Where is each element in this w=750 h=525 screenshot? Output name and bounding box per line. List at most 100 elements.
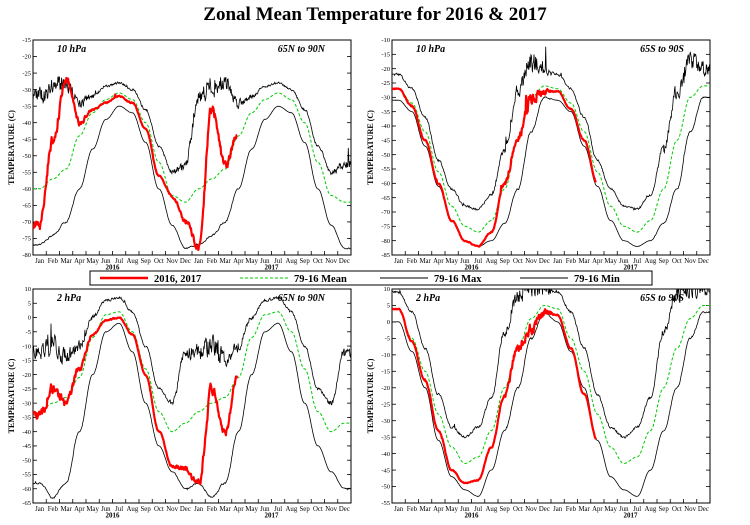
month-label: Oct [313,506,323,513]
month-label: Nov [325,506,337,513]
month-label: Apr [74,258,85,265]
max-line [392,46,710,211]
series-group [33,295,351,499]
month-label: Mar [578,258,590,265]
month-label: Jul [474,258,482,265]
max-line [392,289,710,439]
month-label: Sep [659,506,670,513]
y-tick-label: -25 [22,70,31,77]
month-label: May [86,258,99,265]
month-label: Jun [460,258,470,265]
y-tick-label: 5 [28,300,31,307]
month-label: Mar [219,258,231,265]
month-label: Oct [513,506,523,513]
region-label: 65S to 90S [640,293,684,304]
month-label: Feb [407,506,418,513]
y-tick-label: -55 [22,170,31,177]
y-tick-label: 0 [28,315,31,322]
month-label: Oct [313,258,323,265]
y-tick-label: -10 [381,352,390,359]
observed-line [392,87,597,248]
month-label: Sep [500,258,511,265]
y-tick-label: -35 [22,415,31,422]
max-line [33,76,351,176]
year-label: 2017 [624,512,639,520]
month-label: Oct [672,258,682,265]
month-label: Apr [433,258,444,265]
y-tick-label: -25 [381,80,390,87]
month-label: Nov [684,506,696,513]
month-label: Oct [513,258,523,265]
series-group [33,76,351,251]
month-label: Dec [539,258,550,265]
y-tick-label: -15 [22,358,31,365]
y-tick-label: -15 [381,369,390,376]
legend-box [89,270,653,286]
y-tick-label: -40 [381,451,390,458]
y-tick-label: -60 [22,186,31,193]
plot-frame [32,288,352,504]
y-tick-label: -75 [381,224,390,231]
y-tick-label: -80 [22,252,31,259]
plot-frame [32,39,352,256]
year-label: 2016 [106,264,121,272]
y-tick-label: 0 [387,319,390,326]
observed-line [33,316,239,485]
month-label: Nov [525,258,537,265]
min-line [392,311,710,497]
legend-label: 2016, 2017 [154,274,201,285]
month-label: Aug [486,506,498,513]
month-label: Jun [101,506,111,513]
month-label: Jul [633,506,641,513]
observed-line [33,76,238,251]
month-label: Apr [433,506,444,513]
plot-frame [391,288,711,504]
month-label: Feb [48,258,59,265]
month-label: Sep [300,506,311,513]
month-label: May [604,506,617,513]
month-label: Mar [578,506,590,513]
y-tick-label: -20 [22,372,31,379]
month-label: Mar [419,506,431,513]
month-label: Jun [260,506,270,513]
y-tick-label: -30 [381,418,390,425]
y-tick-label: -65 [381,195,390,202]
y-tick-label: -70 [22,219,31,226]
month-label: Jan [553,258,563,265]
y-tick-label: -10 [381,37,390,44]
month-label: Nov [525,506,537,513]
month-label: Jul [115,258,123,265]
y-tick-label: -40 [22,429,31,436]
month-label: Mar [60,258,72,265]
y-tick-label: -20 [381,66,390,73]
y-tick-label: -65 [22,500,31,507]
panel-1: -80 -75 -70 -65 -60 -55 -50 -45 -40 -35 -30 -25 -20 -… [7,37,352,272]
month-label: Jan [394,258,404,265]
month-label: Aug [645,506,657,513]
y-tick-label: -35 [381,109,390,116]
month-label: Apr [233,258,244,265]
legend-label: 79-16 Max [434,274,482,285]
y-tick-label: -30 [22,87,31,94]
y-tick-label: -20 [381,385,390,392]
min-line [392,96,710,247]
y-axis-label: TEMPERATURE (C) [366,110,375,185]
month-label: Mar [60,506,72,513]
month-label: Sep [141,506,152,513]
month-label: Mar [419,258,431,265]
month-label: Jul [474,506,482,513]
month-label: Jul [115,506,123,513]
legend-label: 79-16 Min [574,274,620,285]
month-label: Jan [35,258,45,265]
month-label: Feb [48,506,59,513]
y-tick-label: -25 [22,386,31,393]
pressure-label: 10 hPa [416,44,445,55]
legend: 2016, 2017 79-16 Mean 79-16 Max 79-16 Min [89,270,653,286]
legend-label: 79-16 Mean [294,274,347,285]
y-tick-label: -55 [381,166,390,173]
month-label: Sep [300,258,311,265]
month-label: Jun [101,258,111,265]
y-tick-label: -50 [22,153,31,160]
